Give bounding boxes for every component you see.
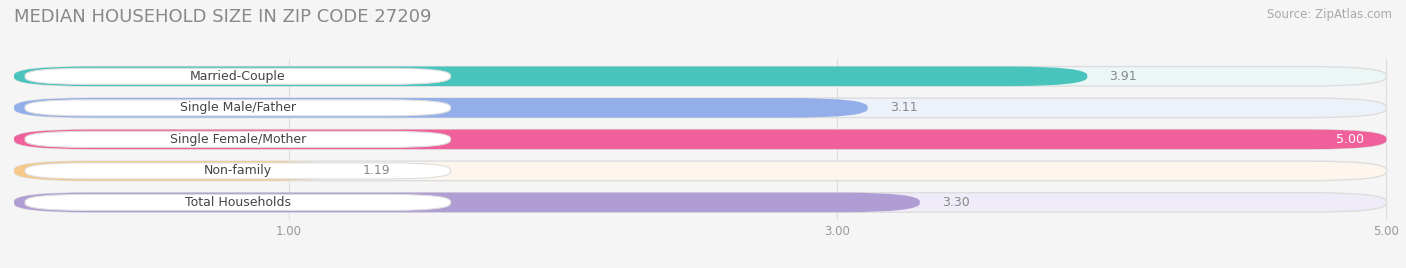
FancyBboxPatch shape — [25, 163, 450, 179]
Text: Source: ZipAtlas.com: Source: ZipAtlas.com — [1267, 8, 1392, 21]
Text: Single Male/Father: Single Male/Father — [180, 101, 295, 114]
FancyBboxPatch shape — [14, 161, 1386, 181]
FancyBboxPatch shape — [25, 68, 450, 84]
Text: Non-family: Non-family — [204, 164, 271, 177]
FancyBboxPatch shape — [14, 193, 1386, 212]
FancyBboxPatch shape — [14, 66, 1087, 86]
FancyBboxPatch shape — [25, 100, 450, 116]
Text: 3.30: 3.30 — [942, 196, 970, 209]
FancyBboxPatch shape — [25, 131, 450, 147]
Text: Single Female/Mother: Single Female/Mother — [170, 133, 307, 146]
FancyBboxPatch shape — [14, 130, 1386, 149]
Text: 5.00: 5.00 — [1337, 133, 1364, 146]
Text: Married-Couple: Married-Couple — [190, 70, 285, 83]
FancyBboxPatch shape — [14, 193, 920, 212]
FancyBboxPatch shape — [14, 130, 1386, 149]
Text: MEDIAN HOUSEHOLD SIZE IN ZIP CODE 27209: MEDIAN HOUSEHOLD SIZE IN ZIP CODE 27209 — [14, 8, 432, 26]
FancyBboxPatch shape — [14, 161, 340, 181]
FancyBboxPatch shape — [14, 98, 868, 118]
FancyBboxPatch shape — [25, 194, 450, 210]
Text: 1.19: 1.19 — [363, 164, 391, 177]
FancyBboxPatch shape — [14, 66, 1386, 86]
FancyBboxPatch shape — [14, 98, 1386, 118]
Text: 3.91: 3.91 — [1109, 70, 1137, 83]
Text: 3.11: 3.11 — [890, 101, 917, 114]
Text: Total Households: Total Households — [184, 196, 291, 209]
